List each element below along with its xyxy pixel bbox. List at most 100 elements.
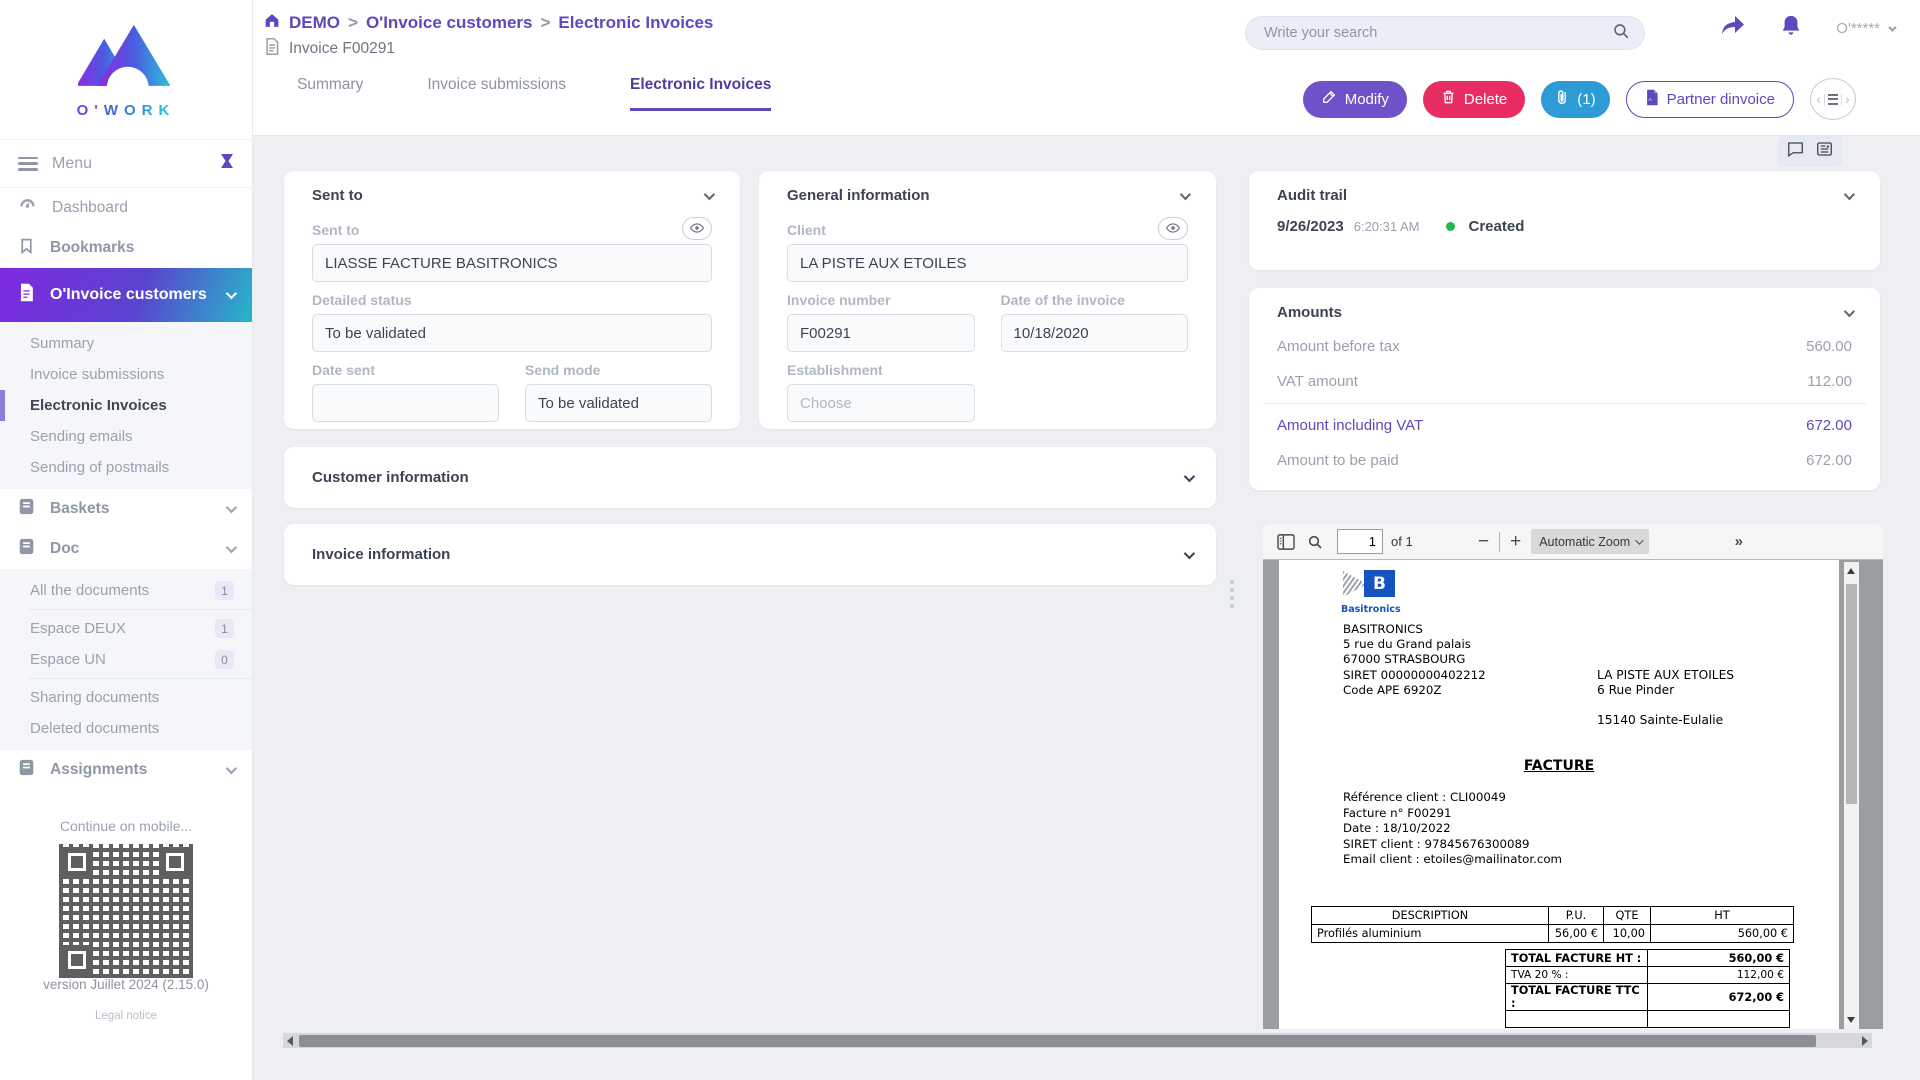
sidebar-item-sharing-documents[interactable]: Sharing documents: [0, 682, 252, 713]
mobile-qr-section: Continue on mobile...: [0, 818, 252, 978]
tab-electronic-invoices[interactable]: Electronic Invoices: [630, 76, 772, 111]
breadcrumb-oinvoice-customers[interactable]: O'Invoice customers: [365, 13, 533, 32]
modify-button[interactable]: Modify: [1302, 80, 1407, 118]
pdf-search-icon[interactable]: [1307, 534, 1323, 550]
main-content: Sent to Sent to Detailed status Date sen…: [253, 136, 1920, 1080]
legal-notice-link[interactable]: Legal notice: [94, 1010, 158, 1022]
table-row: Profilés aluminium 56,00 € 10,00 560,00 …: [1311, 924, 1794, 943]
comments-icon[interactable]: [1786, 140, 1805, 163]
invoice-doc-title: FACTURE: [1523, 758, 1595, 774]
ref-line: Référence client : CLI00049: [1343, 790, 1506, 804]
sidebar-toggle-icon[interactable]: [1277, 533, 1295, 550]
pdf-more-tools-icon[interactable]: »: [1734, 533, 1743, 550]
establishment-select[interactable]: [787, 384, 975, 422]
ref-line: Date : 18/10/2022: [1343, 821, 1451, 836]
zoom-level-label: Automatic Zoom: [1539, 534, 1631, 549]
tab-invoice-submissions[interactable]: Invoice submissions: [427, 76, 567, 93]
zoom-in-icon[interactable]: +: [1510, 531, 1522, 552]
resize-handle[interactable]: [1230, 580, 1234, 608]
zoom-out-icon[interactable]: −: [1478, 531, 1490, 552]
sidebar-item-espace-deux[interactable]: Espace DEUX 1: [0, 613, 252, 644]
scrollbar-thumb[interactable]: [1846, 584, 1857, 804]
audit-trail-header[interactable]: Audit trail: [1249, 171, 1880, 212]
divider: [1263, 403, 1866, 404]
pdf-zoom-select[interactable]: Automatic Zoom: [1531, 529, 1650, 554]
sent-to-header[interactable]: Sent to: [284, 171, 740, 212]
scrollbar-thumb[interactable]: [299, 1034, 1816, 1047]
app-logo[interactable]: O'WORK: [0, 0, 252, 140]
sidebar-menu-toggle[interactable]: Menu: [0, 140, 252, 188]
share-icon[interactable]: [1720, 15, 1746, 42]
scroll-left-arrow[interactable]: [287, 1035, 293, 1046]
amount-value: 560.00: [1806, 338, 1852, 355]
sent-to-input[interactable]: [312, 244, 712, 282]
seller-address-block: BASITRONICS 5 rue du Grand palais 67000 …: [1343, 622, 1486, 698]
eye-icon[interactable]: [1158, 216, 1188, 240]
chevron-left-icon[interactable]: ‹: [1816, 91, 1821, 107]
panel-toolbar: [1778, 136, 1842, 167]
invoice-number-input[interactable]: [787, 314, 975, 352]
list-icon[interactable]: [1824, 93, 1842, 105]
scroll-down-arrow[interactable]: [1847, 1017, 1855, 1023]
sidebar-item-doc[interactable]: Doc: [0, 529, 252, 569]
chevron-right-icon[interactable]: ›: [1845, 91, 1850, 107]
attachments-button[interactable]: (1): [1541, 80, 1610, 118]
search-input[interactable]: [1264, 25, 1612, 41]
col-qte: QTE: [1603, 906, 1651, 925]
sidebar-item-sending-postmails[interactable]: Sending of postmails: [0, 452, 252, 483]
audit-date: 9/26/2023: [1277, 218, 1344, 235]
delete-button[interactable]: Delete: [1422, 80, 1526, 118]
invoice-information-panel[interactable]: Invoice information: [284, 524, 1216, 585]
home-icon[interactable]: [263, 12, 281, 34]
pdf-toolbar: of 1 − + Automatic Zoom »: [1263, 524, 1883, 560]
pdf-vertical-scrollbar[interactable]: [1844, 562, 1859, 1029]
tab-summary[interactable]: Summary: [297, 76, 364, 93]
sidebar-item-baskets[interactable]: Baskets: [0, 489, 252, 529]
breadcrumb-electronic-invoices[interactable]: Electronic Invoices: [558, 13, 714, 32]
sidebar-item-oinvoice-customers[interactable]: O'Invoice customers: [0, 268, 252, 322]
record-pager[interactable]: ‹ ›: [1810, 78, 1856, 120]
user-menu[interactable]: O'*****: [1836, 20, 1897, 37]
continue-mobile-label: Continue on mobile...: [59, 818, 193, 834]
sidebar-item-assignments[interactable]: Assignments: [0, 750, 252, 790]
news-icon[interactable]: [1815, 140, 1834, 163]
company-line: SIRET 00000000402212: [1343, 667, 1486, 682]
sidebar-item-all-documents[interactable]: All the documents 1: [0, 575, 252, 606]
sidebar-item-dashboard[interactable]: Dashboard: [0, 188, 252, 228]
breadcrumb-demo[interactable]: DEMO: [289, 13, 340, 32]
sidebar-item-deleted-documents[interactable]: Deleted documents: [0, 713, 252, 744]
date-sent-input[interactable]: [312, 384, 499, 422]
scroll-up-arrow[interactable]: [1847, 568, 1855, 574]
sidebar-item-electronic-invoices[interactable]: Electronic Invoices: [0, 390, 252, 421]
partner-dinvoice-button[interactable]: A Partner dinvoice: [1625, 80, 1794, 118]
eye-icon[interactable]: [682, 216, 712, 240]
amounts-header[interactable]: Amounts: [1249, 288, 1880, 329]
client-input[interactable]: [787, 244, 1188, 282]
invoice-date-input[interactable]: [1000, 314, 1188, 352]
sidebar-item-bookmarks[interactable]: Bookmarks: [0, 228, 252, 268]
sidebar-item-sending-emails[interactable]: Sending emails: [0, 421, 252, 452]
count-badge: 1: [215, 619, 234, 638]
search-icon[interactable]: [1612, 22, 1630, 45]
customer-information-panel[interactable]: Customer information: [284, 447, 1216, 508]
detailed-status-input[interactable]: [312, 314, 712, 352]
scroll-right-arrow[interactable]: [1862, 1035, 1868, 1046]
establishment-label: Establishment: [787, 362, 883, 378]
hourglass-icon[interactable]: [220, 153, 234, 174]
logo-letter: B: [1364, 570, 1395, 597]
sidebar-item-summary[interactable]: Summary: [0, 328, 252, 359]
bookmarks-label: Bookmarks: [50, 239, 135, 256]
pdf-page-input[interactable]: [1337, 529, 1383, 554]
notifications-bell-icon[interactable]: [1780, 14, 1802, 43]
general-information-header[interactable]: General information: [759, 171, 1216, 212]
tva-value: 112,00 €: [1647, 966, 1790, 984]
count-badge: 1: [215, 581, 234, 600]
send-mode-input[interactable]: [525, 384, 712, 422]
sidebar-item-invoice-submissions[interactable]: Invoice submissions: [0, 359, 252, 390]
horizontal-scrollbar[interactable]: [283, 1033, 1872, 1048]
submenu-label: Sharing documents: [30, 689, 160, 706]
sidebar-item-espace-un[interactable]: Espace UN 0: [0, 644, 252, 675]
pencil-icon: [1321, 89, 1337, 109]
logo-caption: Basitronics: [1341, 604, 1401, 615]
panel-title: General information: [787, 187, 930, 204]
